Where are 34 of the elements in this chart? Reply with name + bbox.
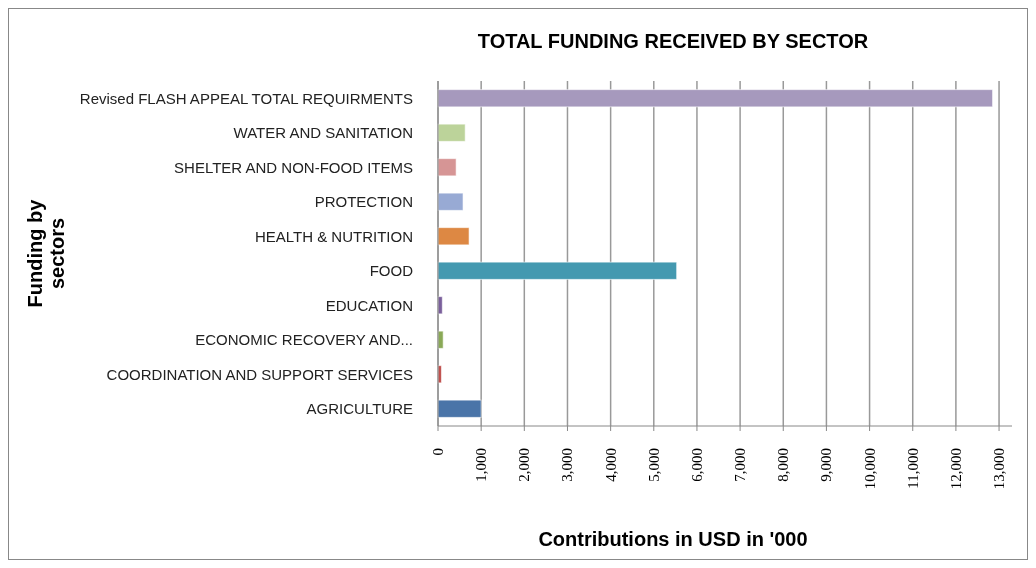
x-tick-label: 6,000 [688,448,705,482]
x-tick-label: 9,000 [818,448,835,482]
y-tick-label: WATER AND SANITATION [233,124,413,141]
y-tick-label: COORDINATION AND SUPPORT SERVICES [106,365,413,383]
x-tick-label: 11,000 [904,448,921,489]
y-tick-label: EDUCATION [325,296,413,314]
bar [437,399,482,418]
y-tick-label: ECONOMIC RECOVERY AND... [195,331,413,348]
y-tick-label: Revised FLASH APPEAL TOTAL REQUIRMENTS [79,89,413,107]
bar [437,227,470,246]
bar [437,123,466,142]
x-tick-label: 13,000 [991,448,1008,490]
x-tick-label: 1,000 [473,448,490,482]
bar [437,158,457,177]
y-tick-label: AGRICULTURE [306,400,413,417]
x-tick-label: 4,000 [602,448,619,482]
x-tick-label: 2,000 [516,448,533,482]
bar [437,261,678,280]
x-tick-label: 5,000 [645,448,662,482]
y-axis-title: Funding by sectors [24,198,68,308]
y-tick-label: HEALTH & NUTRITION [254,227,413,245]
bar [437,192,464,211]
y-tick-label: SHELTER AND NON-FOOD ITEMS [174,158,413,176]
x-tick-label: 3,000 [559,448,576,482]
y-tick-label: FOOD [369,262,414,279]
x-tick-label: 10,000 [861,448,878,490]
x-tick-label: 0 [430,448,446,456]
y-tick-label: PROTECTION [314,193,413,210]
bar [437,89,994,108]
x-tick-label: 7,000 [732,448,749,482]
x-axis-title: Contributions in USD in '000 [538,528,808,550]
x-tick-label: 8,000 [775,448,792,482]
chart-title: TOTAL FUNDING RECEIVED BY SECTOR [477,30,869,52]
x-tick-label: 12,000 [947,448,964,490]
